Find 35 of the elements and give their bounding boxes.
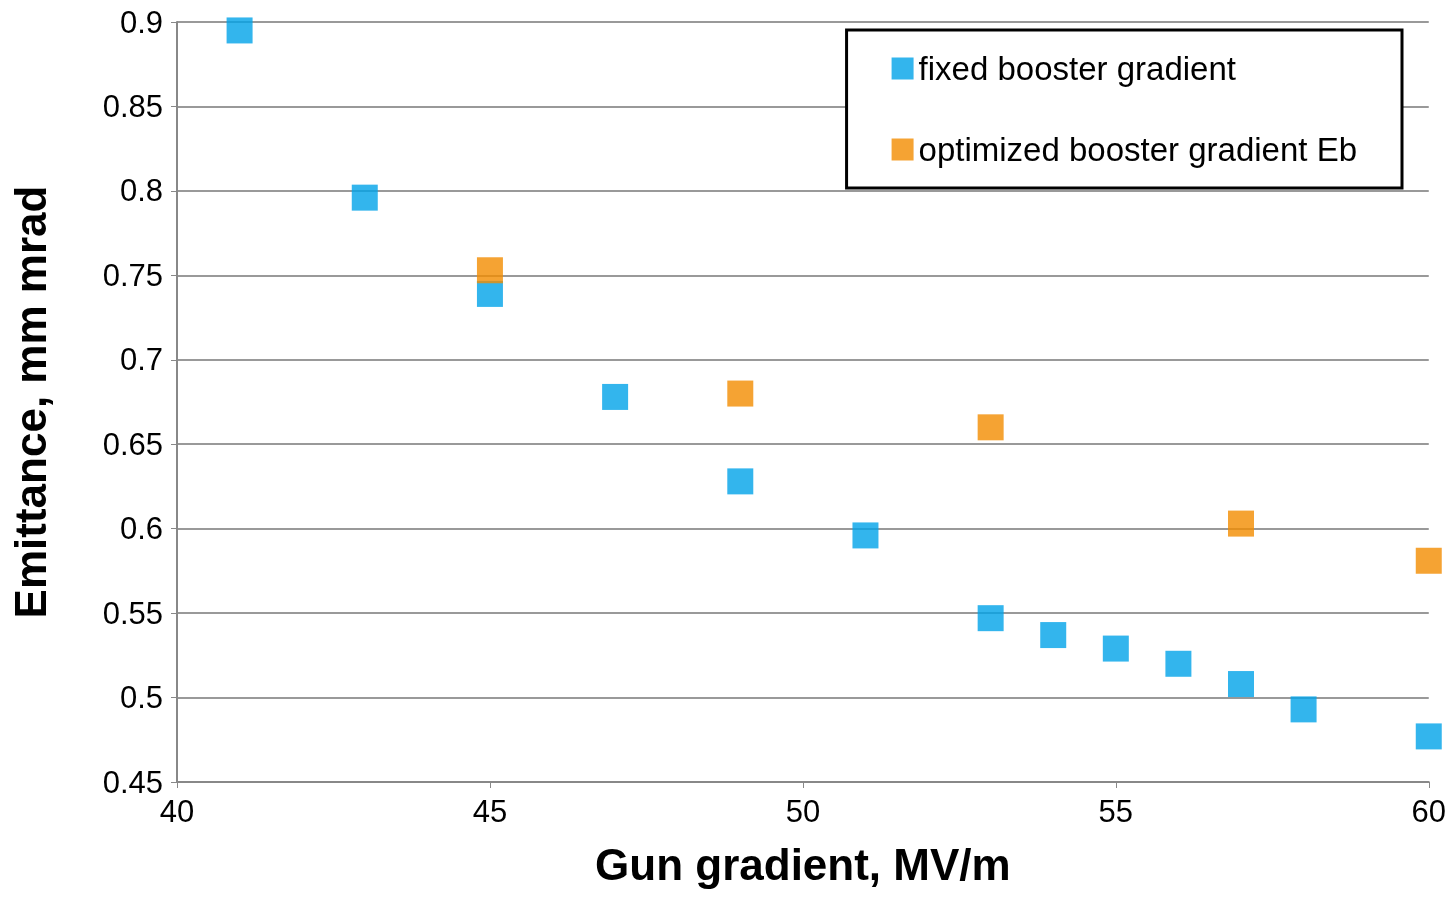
- point: [1228, 510, 1254, 537]
- point: [1290, 696, 1317, 723]
- y-axis-title: Emittance, mm mrad: [5, 185, 55, 619]
- point: [1415, 723, 1442, 750]
- y-tick-label: 0.55: [102, 595, 163, 631]
- x-tick-label: 45: [472, 794, 508, 829]
- point: [852, 522, 879, 549]
- y-tick-label: 0.65: [102, 426, 163, 462]
- x-tick-label: 50: [785, 794, 821, 829]
- point: [727, 380, 754, 407]
- y-tick-label: 0.8: [119, 173, 163, 209]
- point: [1040, 622, 1067, 649]
- y-tick-label: 0.7: [119, 342, 163, 378]
- point: [1228, 671, 1254, 698]
- point: [476, 280, 503, 307]
- point: [602, 383, 629, 410]
- point: [351, 184, 378, 211]
- legend-label: fixed booster gradient: [918, 50, 1236, 87]
- x-tick-label: 60: [1411, 794, 1446, 829]
- point: [1102, 635, 1129, 662]
- y-tick-label: 0.9: [119, 4, 163, 40]
- x-tick-label: 55: [1098, 794, 1134, 829]
- y-tick-label: 0.5: [119, 680, 163, 716]
- y-tick-label: 0.85: [102, 88, 163, 124]
- y-tick-label: 0.75: [102, 257, 163, 293]
- legend-label: optimized booster gradient Eb: [918, 131, 1358, 168]
- point: [1415, 547, 1442, 574]
- point: [977, 605, 1004, 632]
- point: [1165, 650, 1192, 677]
- y-tick-label: 0.6: [119, 511, 163, 547]
- point: [727, 468, 754, 495]
- point: [476, 257, 503, 284]
- point: [226, 17, 253, 44]
- x-axis-title: Gun gradient, MV/m: [595, 839, 1011, 889]
- point: [977, 414, 1004, 441]
